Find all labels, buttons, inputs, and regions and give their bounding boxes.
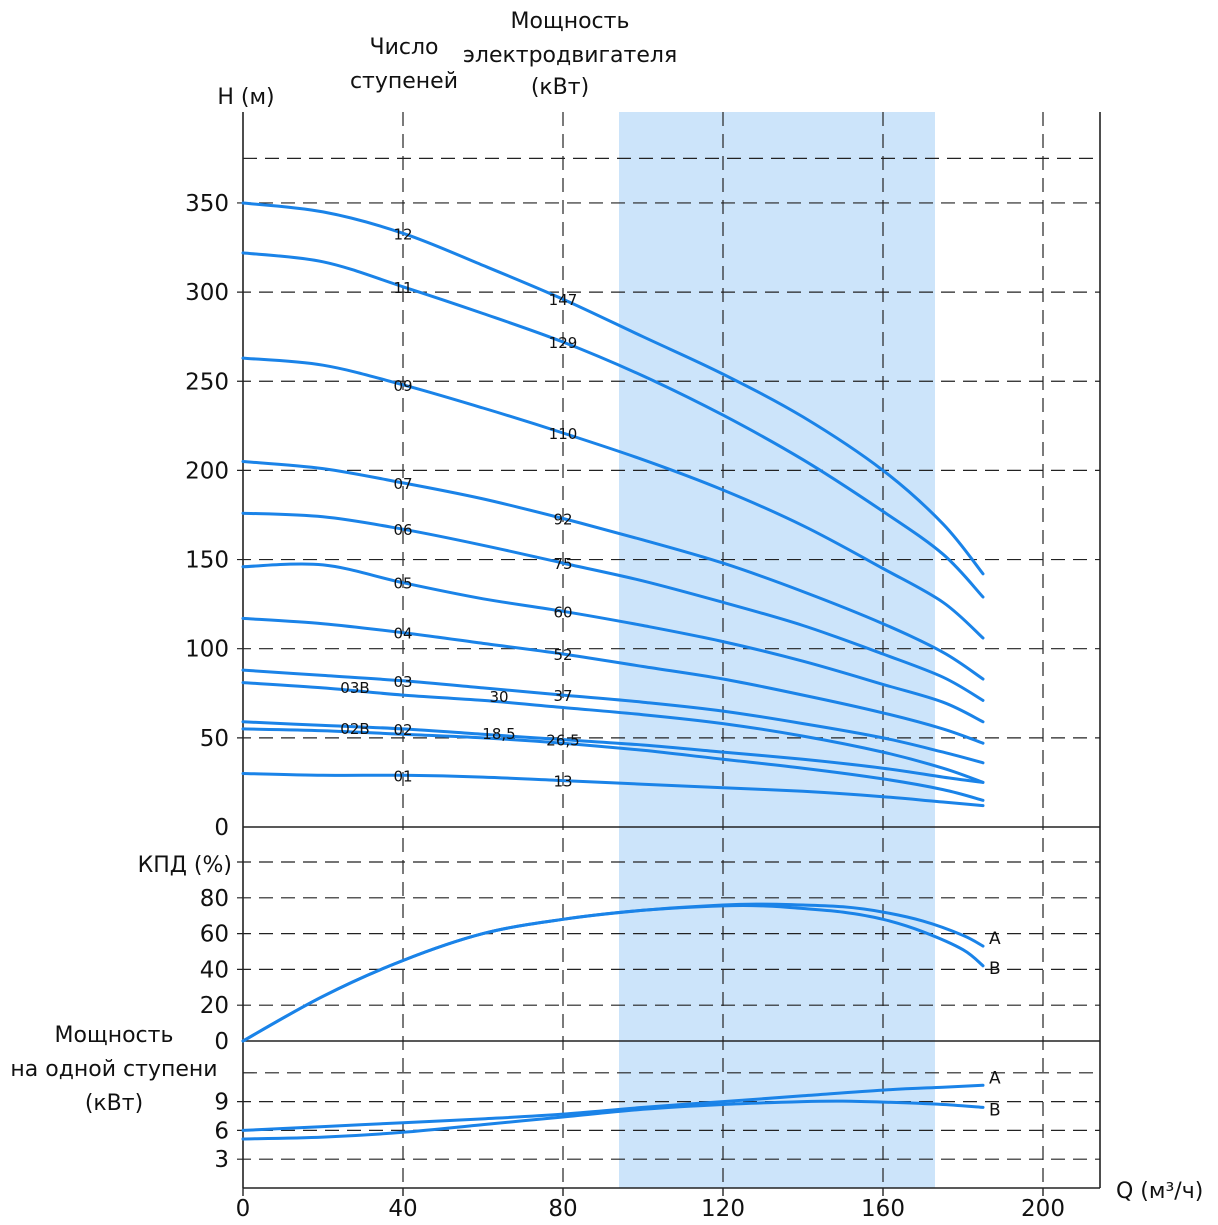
stage_power-curve-B — [241, 1099, 985, 1141]
head-curve-07 — [241, 460, 985, 681]
stage-count-label: 02В — [340, 720, 369, 738]
stages-title-line: Число — [370, 35, 439, 60]
stage-count-label: 03В — [340, 679, 369, 697]
stage-power-y-title-line: (кВт) — [85, 1091, 143, 1116]
motor-power-label: 60 — [553, 603, 572, 621]
efficiency-y-tick-label: 80 — [200, 886, 229, 912]
head-curve-06 — [241, 511, 985, 702]
head-y-tick-label: 350 — [185, 191, 229, 217]
efficiency-series-label-A: A — [989, 929, 1001, 949]
stage-count-label: 03 — [393, 673, 412, 691]
stage_power-y-tick-label: 6 — [214, 1118, 229, 1144]
efficiency-y-tick-label: 20 — [200, 993, 229, 1019]
head-curve-03 — [241, 668, 985, 765]
head-curve-04 — [241, 616, 985, 745]
stage-count-label: 02 — [393, 721, 412, 739]
stage-power-y-title-line: на одной ступени — [10, 1057, 217, 1082]
motor-power-label: 13 — [553, 773, 572, 791]
stage-count-label: 12 — [393, 225, 412, 243]
head-curve-01 — [241, 772, 985, 808]
head-curve-02 — [241, 720, 985, 784]
stage_power-curve-A — [241, 1083, 985, 1132]
x-axis-title: Q (м³/ч) — [1116, 1179, 1203, 1204]
motor-power-label: 18,5 — [482, 725, 515, 743]
head-curve-11 — [241, 251, 985, 599]
motor-power-label: 52 — [553, 646, 572, 664]
stage-count-label: 06 — [393, 521, 412, 539]
stage-count-label: 01 — [393, 767, 412, 785]
head-y-axis-title: H (м) — [217, 85, 274, 110]
x-tick-label: 0 — [236, 1196, 251, 1220]
efficiency-y-axis-title: КПД (%) — [138, 853, 232, 878]
stages-title-line: ступеней — [350, 69, 458, 94]
stage_power-series-label-B: B — [989, 1100, 1001, 1120]
head-y-tick-label: 100 — [185, 637, 229, 663]
stage-count-label: 11 — [393, 279, 412, 297]
efficiency-curve-B — [241, 903, 985, 1043]
head-y-tick-label: 200 — [185, 458, 229, 484]
head-curve-05 — [241, 562, 985, 724]
efficiency-y-tick-label: 0 — [214, 1029, 229, 1055]
motor-power-label: 110 — [549, 425, 578, 443]
head-y-tick-label: 300 — [185, 280, 229, 306]
motor-power-label: 92 — [553, 511, 572, 529]
motor-power-label: 30 — [489, 688, 508, 706]
stage_power-y-tick-label: 9 — [214, 1090, 229, 1116]
x-tick-label: 40 — [388, 1196, 417, 1220]
stage-power-y-title-line: Мощность — [55, 1023, 174, 1048]
head-y-tick-label: 0 — [214, 815, 229, 841]
power-title-line: электродвигателя — [463, 43, 677, 68]
stage-count-label: 04 — [393, 625, 412, 643]
head-curve-09 — [241, 356, 985, 640]
head-y-tick-label: 150 — [185, 548, 229, 574]
efficiency-y-tick-label: 60 — [200, 922, 229, 948]
efficiency-series-label-B: B — [989, 959, 1001, 979]
x-tick-label: 160 — [861, 1196, 905, 1220]
recommended-range-band — [619, 112, 935, 1188]
stage_power-y-tick-label: 3 — [214, 1147, 229, 1173]
power-title-line: Мощность — [511, 9, 630, 34]
stage-count-label: 05 — [393, 575, 412, 593]
motor-power-label: 75 — [553, 555, 572, 573]
head-y-tick-label: 50 — [200, 726, 229, 752]
x-tick-label: 200 — [1021, 1196, 1065, 1220]
x-tick-label: 120 — [701, 1196, 745, 1220]
head-y-tick-label: 250 — [185, 369, 229, 395]
head-curve-02В — [241, 727, 985, 802]
head-curve-03В — [241, 681, 985, 784]
stage-count-label: 07 — [393, 475, 412, 493]
stage-count-label: 09 — [393, 377, 412, 395]
stage_power-series-label-A: A — [989, 1068, 1001, 1088]
motor-power-label: 26,5 — [546, 732, 579, 750]
motor-power-label: 129 — [549, 334, 578, 352]
efficiency-y-tick-label: 40 — [200, 957, 229, 983]
x-tick-label: 80 — [548, 1196, 577, 1220]
power-title-line: (кВт) — [531, 75, 589, 100]
motor-power-label: 147 — [549, 291, 578, 309]
motor-power-label: 37 — [553, 687, 572, 705]
head-curve-12 — [241, 201, 985, 576]
